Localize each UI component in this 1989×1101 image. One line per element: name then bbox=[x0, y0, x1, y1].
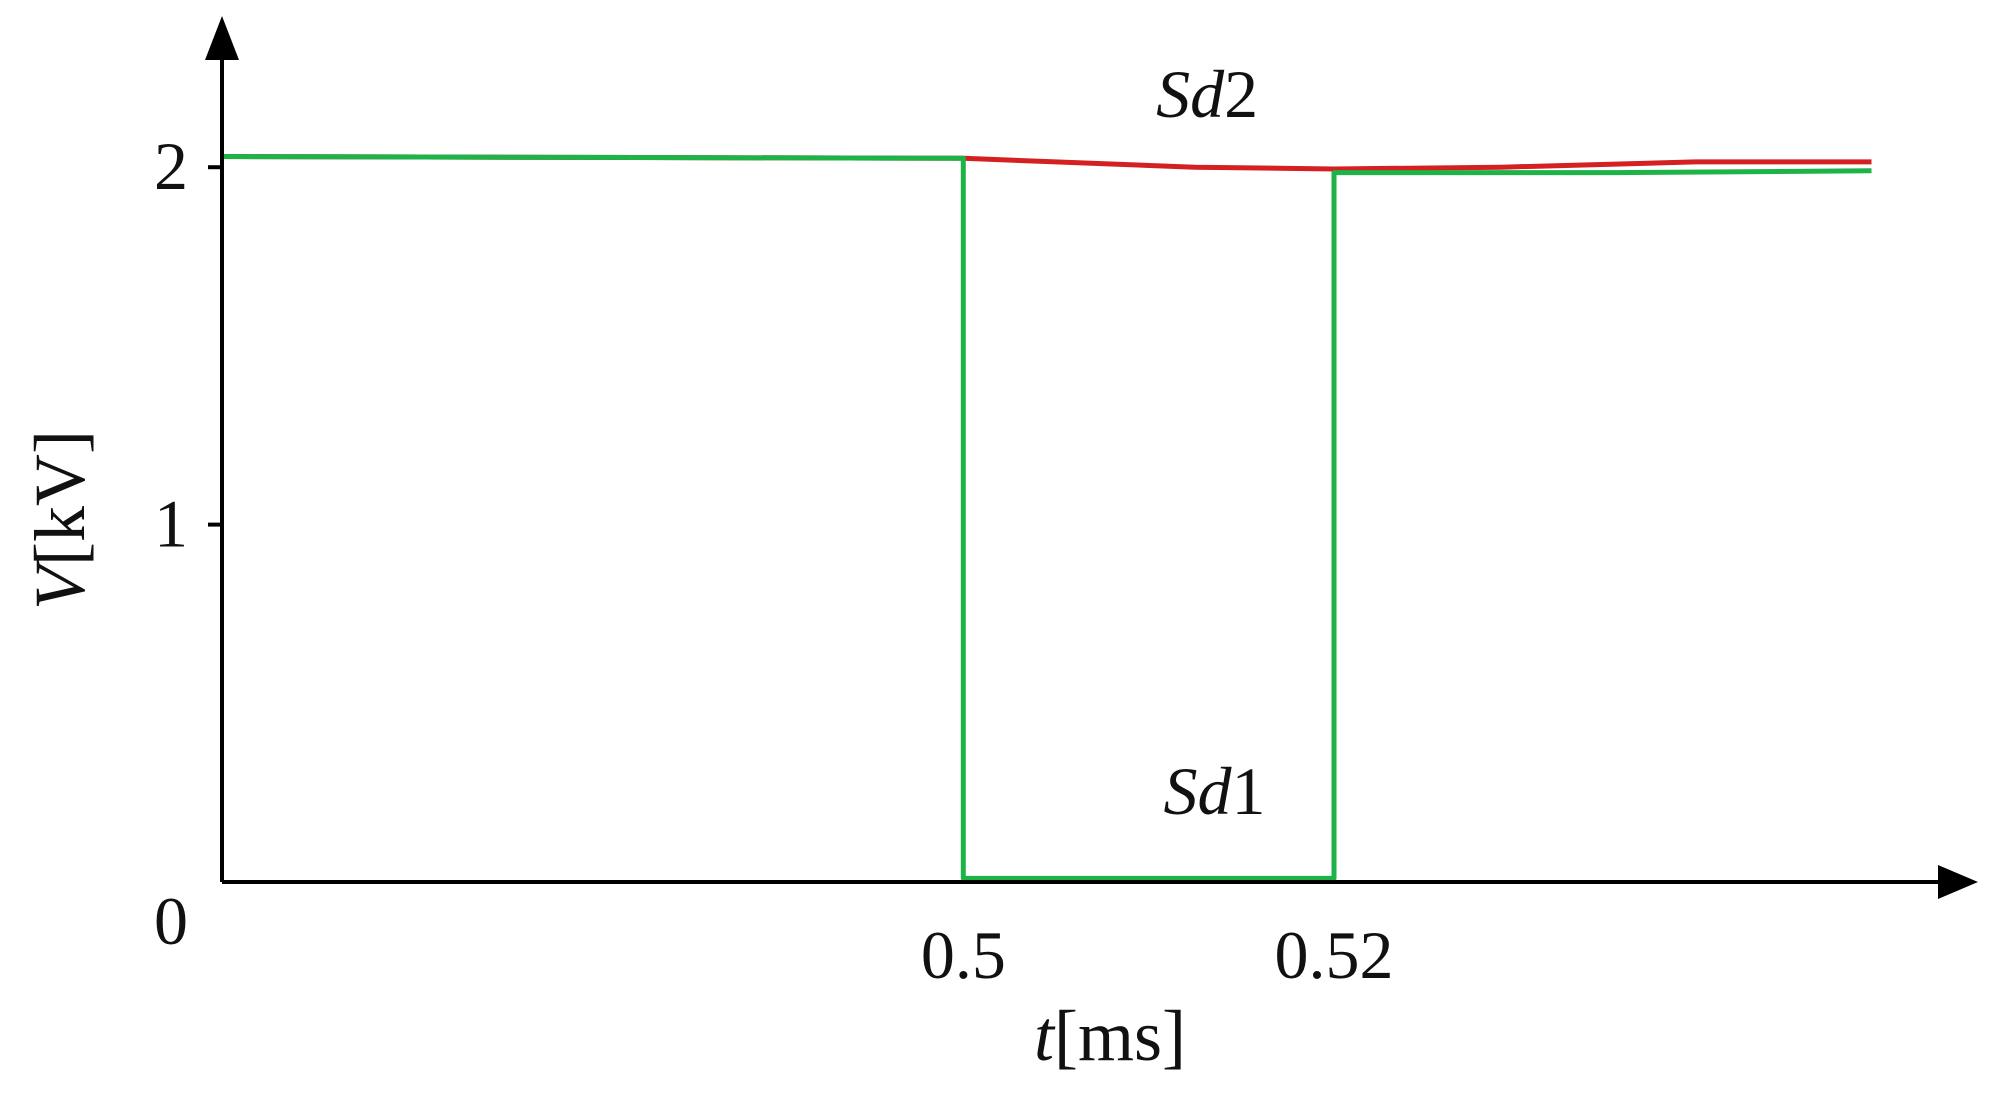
y-axis-unit: [kV] bbox=[20, 430, 100, 566]
y-tick-label: 0 bbox=[154, 883, 188, 959]
x-axis-arrow-icon bbox=[1938, 865, 1978, 899]
annotations: Sd2 Sd1 bbox=[1156, 56, 1265, 829]
y-tick-label: 1 bbox=[154, 486, 188, 562]
annotation-label-1: Sd2 bbox=[1156, 56, 1258, 132]
x-axis-symbol: t bbox=[1034, 996, 1056, 1076]
ticks: 0 1 2 0.5 0.52 bbox=[154, 128, 1394, 993]
y-axis-arrow-icon bbox=[205, 16, 239, 60]
x-tick-label: 0.5 bbox=[921, 917, 1006, 993]
y-tick-label: 2 bbox=[154, 128, 188, 204]
x-axis-unit: [ms] bbox=[1054, 996, 1186, 1076]
y-axis-title: V[kV] bbox=[20, 430, 100, 610]
x-tick-label: 0.52 bbox=[1275, 917, 1394, 993]
y-axis-symbol: V bbox=[20, 559, 100, 610]
annotation-label-2: Sd1 bbox=[1163, 753, 1265, 829]
x-axis-title: t[ms] bbox=[1034, 996, 1186, 1076]
series-line-2 bbox=[221, 154, 1872, 881]
series-layer bbox=[221, 154, 1872, 881]
axes bbox=[205, 16, 1978, 899]
